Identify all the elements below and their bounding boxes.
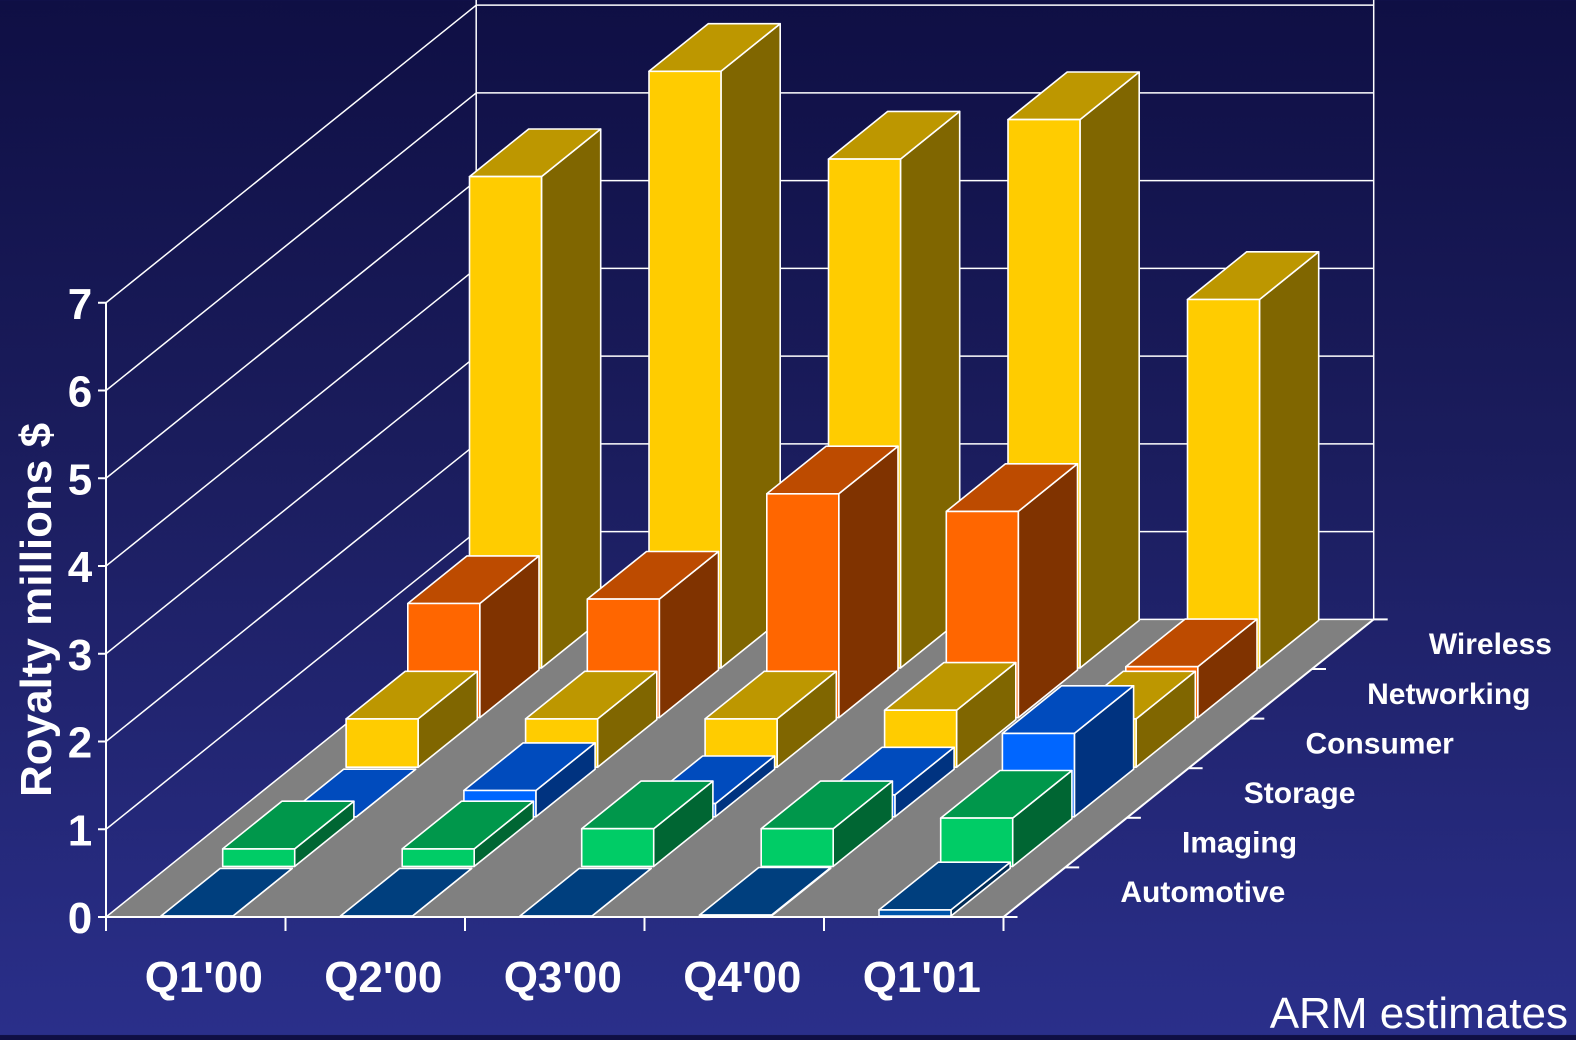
series-label: Networking — [1367, 678, 1530, 711]
bar-side — [1080, 72, 1139, 668]
y-tick-label: 2 — [68, 719, 92, 768]
series-label: Storage — [1244, 777, 1356, 810]
bar-front — [582, 829, 654, 867]
bar-side — [542, 129, 601, 668]
bar-front — [346, 719, 418, 767]
series-label: Consumer — [1305, 727, 1454, 760]
y-axis-title: Royalty millions $ — [12, 423, 61, 797]
y-tick-label: 6 — [68, 368, 92, 417]
bar-front — [1188, 300, 1260, 669]
y-tick-label: 1 — [68, 806, 92, 855]
side-gridline — [106, 5, 476, 303]
bar-wireless-q1-01 — [1188, 252, 1319, 668]
y-tick-label: 0 — [68, 894, 92, 943]
bar-front — [761, 829, 833, 867]
y-tick-label: 7 — [68, 280, 92, 329]
y-tick-label: 3 — [68, 631, 92, 680]
x-category-label: Q2'00 — [324, 953, 442, 1002]
side-gridline — [106, 93, 476, 391]
series-label: Automotive — [1120, 876, 1285, 909]
series-label: Wireless — [1429, 628, 1552, 661]
x-category-label: Q1'01 — [863, 953, 981, 1002]
bar-front — [700, 915, 772, 916]
bar-front — [223, 849, 295, 867]
side-gridline — [106, 268, 476, 566]
bar-front — [941, 818, 1013, 866]
source-note: ARM estimates — [1270, 989, 1568, 1039]
y-tick-label: 4 — [68, 543, 93, 592]
bar-side — [1260, 252, 1319, 668]
bar-front — [402, 849, 474, 867]
x-category-label: Q3'00 — [504, 953, 622, 1002]
side-gridline — [106, 181, 476, 479]
x-category-label: Q1'00 — [145, 953, 263, 1002]
bar-front — [879, 910, 951, 916]
x-category-label: Q4'00 — [683, 953, 801, 1002]
y-tick-label: 5 — [68, 455, 92, 504]
series-label: Imaging — [1182, 827, 1297, 860]
